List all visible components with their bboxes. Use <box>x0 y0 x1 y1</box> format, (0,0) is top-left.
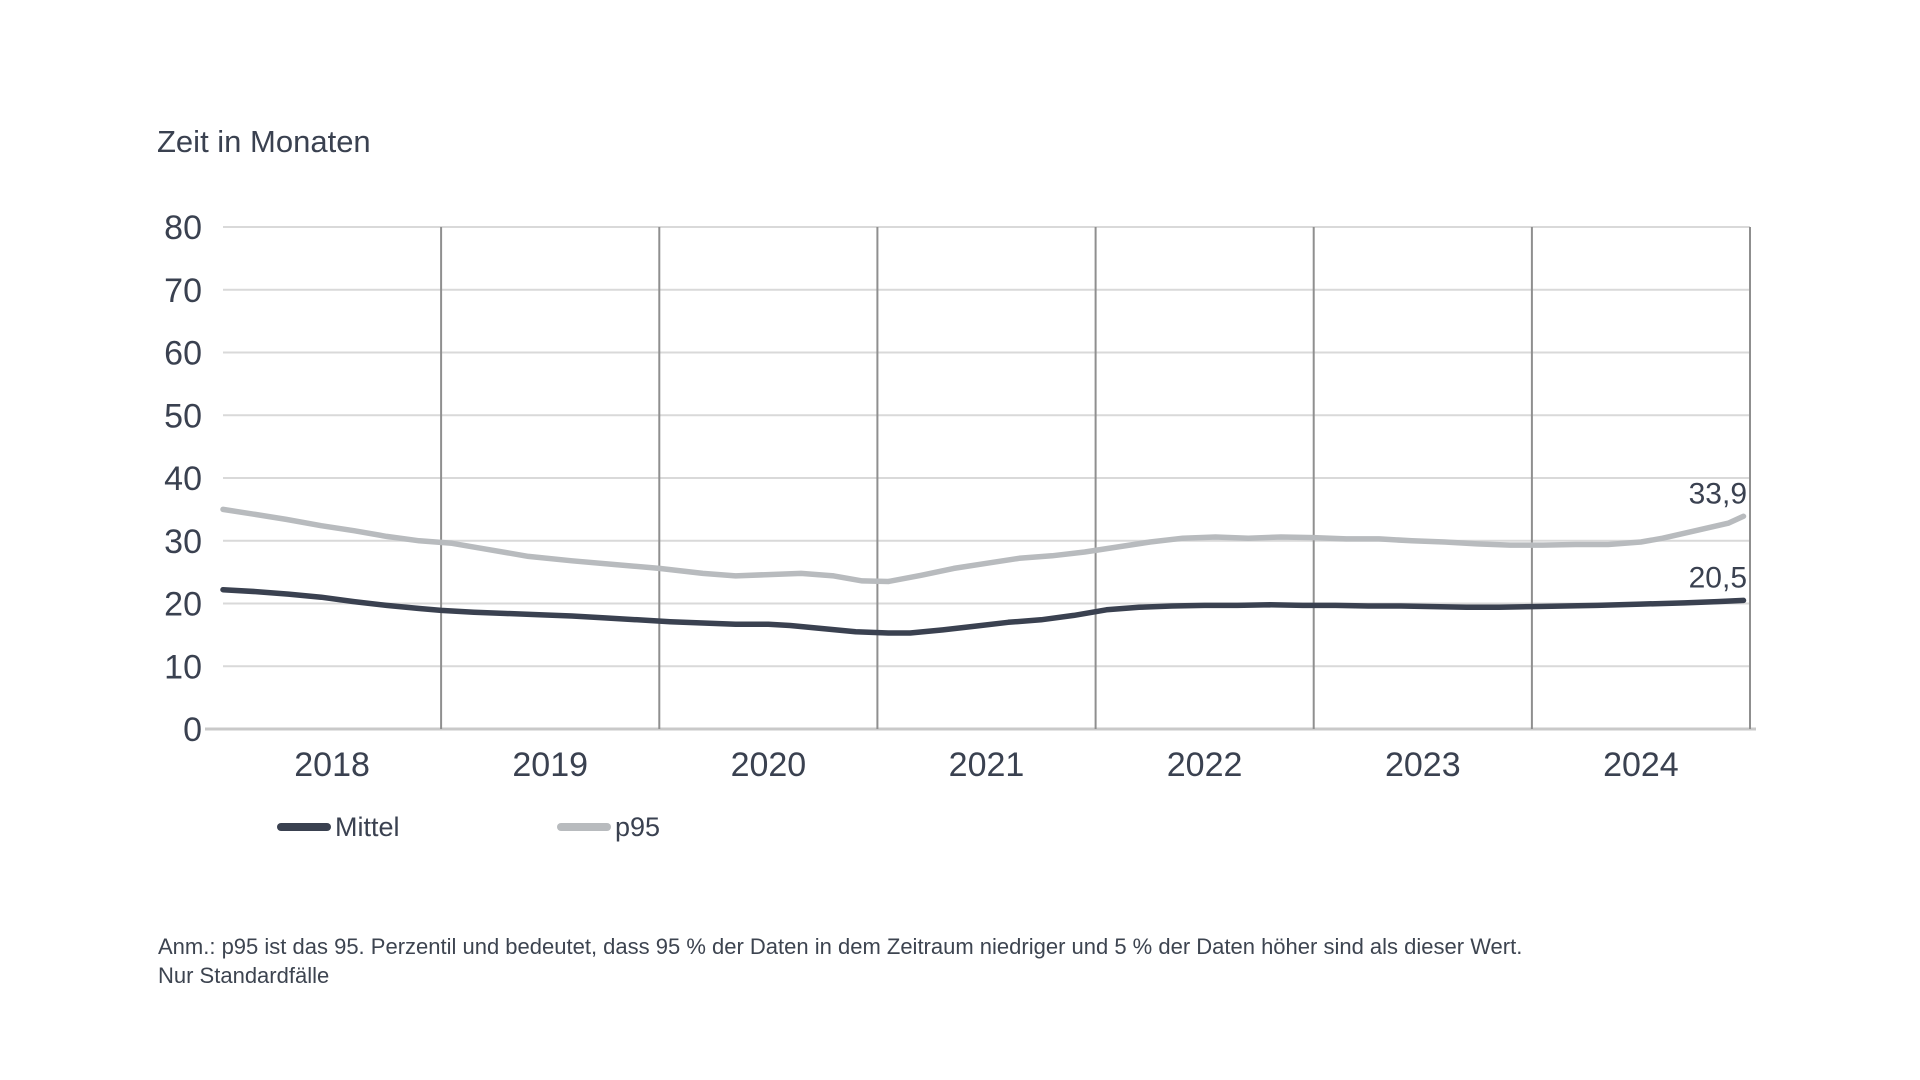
end-value-label-mittel: 20,5 <box>1689 561 1747 594</box>
legend-item-p95: p95 <box>557 812 660 842</box>
legend-label-p95: p95 <box>615 811 661 842</box>
horizontal-gridlines <box>205 226 1756 731</box>
y-tick-label-10: 10 <box>164 648 202 686</box>
footnote-line-1: Anm.: p95 ist das 95. Perzentil und bede… <box>158 934 1523 959</box>
y-tick-label-40: 40 <box>164 460 202 498</box>
x-tick-label-2022: 2022 <box>1167 746 1243 784</box>
end-value-label-p95: 33,9 <box>1689 477 1747 510</box>
x-tick-label-2018: 2018 <box>294 746 370 784</box>
footnote-line-2: Nur Standardfälle <box>158 963 330 988</box>
series-line-p95 <box>220 506 1747 585</box>
vertical-gridlines <box>440 227 1751 729</box>
legend: Mittel p95 <box>0 812 1920 848</box>
y-tick-label-20: 20 <box>164 586 202 624</box>
x-axis-labels: 2018 2019 2020 2021 2022 2023 2024 <box>294 746 1678 784</box>
y-tick-label-0: 0 <box>183 711 202 749</box>
legend-swatch-mittel-line <box>277 823 331 831</box>
x-tick-label-2019: 2019 <box>512 746 588 784</box>
y-tick-label-80: 80 <box>164 209 202 247</box>
series-lines <box>220 506 1747 636</box>
x-tick-label-2020: 2020 <box>731 746 807 784</box>
end-value-labels: 33,9 20,5 <box>1689 477 1747 594</box>
legend-swatch-p95-line <box>557 823 611 831</box>
legend-label-mittel: Mittel <box>335 811 400 842</box>
x-tick-label-2024: 2024 <box>1603 746 1679 784</box>
y-tick-label-60: 60 <box>164 335 202 373</box>
y-tick-label-30: 30 <box>164 523 202 561</box>
y-axis-labels: 0 10 20 30 40 50 60 70 80 <box>164 209 202 749</box>
legend-item-mittel: Mittel <box>277 812 400 842</box>
y-tick-label-70: 70 <box>164 272 202 310</box>
footnote: Anm.: p95 ist das 95. Perzentil und bede… <box>158 932 1522 990</box>
y-tick-label-50: 50 <box>164 397 202 435</box>
series-line-mittel <box>220 586 1747 636</box>
x-tick-label-2023: 2023 <box>1385 746 1461 784</box>
x-tick-label-2021: 2021 <box>949 746 1025 784</box>
chart-title: Zeit in Monaten <box>157 124 371 159</box>
